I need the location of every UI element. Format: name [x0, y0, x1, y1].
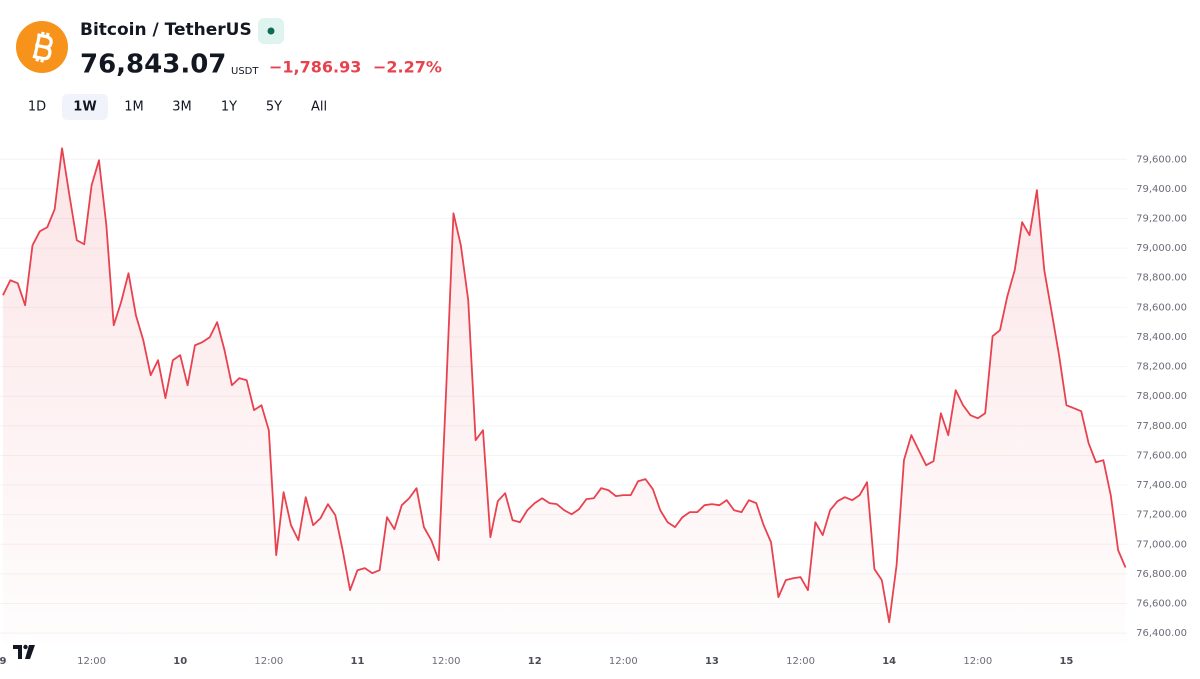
y-tick-label: 79,400.00	[1136, 184, 1187, 195]
price-area	[2, 148, 1126, 646]
timeframe-button[interactable]: 1W	[73, 100, 96, 115]
price-line	[2, 147, 1127, 624]
x-tick-label: 12	[528, 656, 542, 667]
x-tick-label: 12:00	[963, 656, 992, 667]
y-tick-label: 76,400.00	[1136, 628, 1187, 639]
x-tick-label: 12:00	[432, 656, 461, 667]
brand-logo	[7, 634, 41, 668]
y-tick-label: 77,800.00	[1136, 421, 1187, 432]
x-tick-label: 12:00	[77, 656, 106, 667]
x-tick-label: 10	[173, 656, 187, 667]
timeframe-button[interactable]: All	[311, 100, 327, 115]
y-tick-label: 78,200.00	[1136, 362, 1187, 373]
timeframe-button[interactable]: 5Y	[266, 100, 282, 115]
x-tick-label: 12:00	[609, 656, 638, 667]
timeframe-bar: 1D 1W 1M 3M 1Y 5Y All	[28, 94, 327, 120]
x-tick-label: 11	[350, 656, 364, 667]
x-tick-label: 9	[0, 656, 6, 667]
x-tick-label: 13	[705, 656, 719, 667]
last-price: 76,843.07	[80, 50, 226, 80]
y-tick-label: 79,000.00	[1136, 243, 1187, 254]
y-tick-label: 77,600.00	[1136, 450, 1187, 461]
y-tick-label: 76,600.00	[1136, 599, 1187, 610]
timeframe-button[interactable]: 3M	[172, 100, 192, 115]
y-tick-label: 78,800.00	[1136, 273, 1187, 284]
status-badge	[258, 18, 284, 44]
price-change-percent: −2.27%	[373, 58, 442, 77]
price-change: −1,786.93	[269, 58, 361, 77]
x-tick-label: 12:00	[254, 656, 283, 667]
y-tick-label: 78,400.00	[1136, 332, 1187, 343]
plot-area: 76,400.00 76,600.00 76,800.00 77,000.00 77,2…	[0, 147, 1187, 667]
y-tick-label: 77,400.00	[1136, 480, 1187, 491]
x-tick-label: 14	[882, 656, 896, 667]
timeframe-active-bg	[62, 94, 108, 120]
symbol-name: Bitcoin / TetherUS	[80, 20, 252, 40]
y-tick-label: 79,200.00	[1136, 213, 1187, 224]
y-tick-label: 77,000.00	[1136, 539, 1187, 550]
y-tick-label: 78,600.00	[1136, 302, 1187, 313]
y-tick-label: 77,200.00	[1136, 510, 1187, 521]
x-tick-label: 12:00	[786, 656, 815, 667]
currency: USDT	[231, 66, 259, 77]
timeframe-button[interactable]: 1Y	[221, 100, 237, 115]
timeframe-button[interactable]: 1M	[124, 100, 144, 115]
y-tick-label: 78,000.00	[1136, 391, 1187, 402]
y-tick-label: 79,600.00	[1136, 154, 1187, 165]
x-tick-label: 15	[1059, 656, 1073, 667]
timeframe-button[interactable]: 1D	[28, 100, 46, 115]
y-tick-label: 76,800.00	[1136, 569, 1187, 580]
coin-logo	[16, 21, 68, 73]
